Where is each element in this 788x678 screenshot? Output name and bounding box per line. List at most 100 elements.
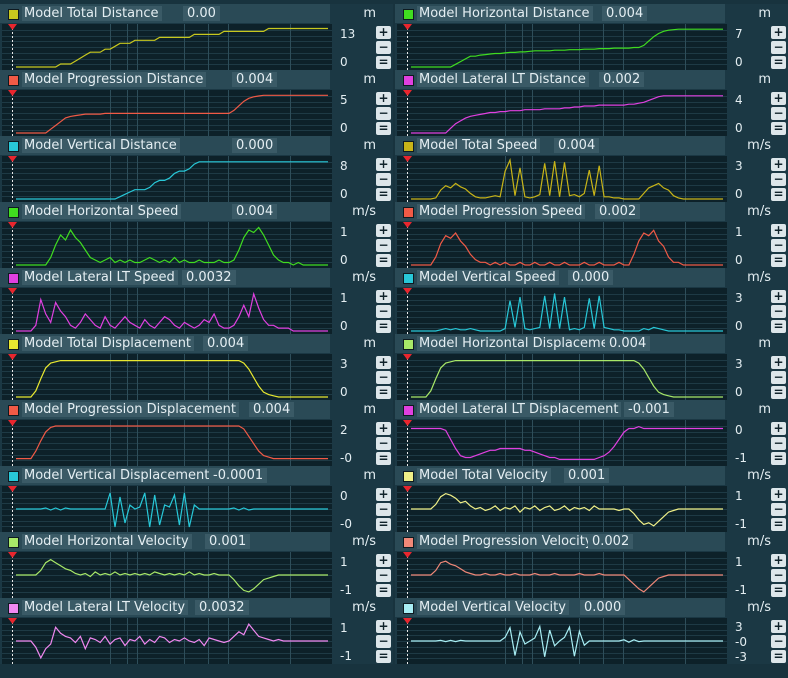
time-cursor-marker-icon[interactable] (403, 420, 412, 426)
fit-scale-button[interactable]: = (771, 254, 786, 267)
time-cursor-marker-icon[interactable] (403, 24, 412, 30)
time-cursor-marker-icon[interactable] (403, 222, 412, 228)
zoom-out-button[interactable]: − (376, 41, 391, 54)
plot-area[interactable] (397, 420, 727, 466)
zoom-in-button[interactable]: + (376, 356, 391, 369)
fit-scale-button[interactable]: = (771, 56, 786, 69)
zoom-in-button[interactable]: + (376, 488, 391, 501)
zoom-out-button[interactable]: − (376, 437, 391, 450)
zoom-out-button[interactable]: − (771, 239, 786, 252)
fit-scale-button[interactable]: = (771, 122, 786, 135)
fit-scale-button[interactable]: = (376, 254, 391, 267)
plot-area[interactable] (397, 618, 727, 664)
time-cursor-marker-icon[interactable] (403, 552, 412, 558)
zoom-out-button[interactable]: − (376, 371, 391, 384)
zoom-out-button[interactable]: − (771, 371, 786, 384)
zoom-in-button[interactable]: + (771, 92, 786, 105)
zoom-out-button[interactable]: − (771, 107, 786, 120)
salmon-square-icon[interactable] (403, 537, 414, 548)
fit-scale-button[interactable]: = (771, 386, 786, 399)
plot-area[interactable] (2, 90, 332, 136)
fit-scale-button[interactable]: = (771, 188, 786, 201)
zoom-in-button[interactable]: + (376, 290, 391, 303)
plot-area[interactable] (397, 288, 727, 334)
magenta-square-icon[interactable] (8, 273, 19, 284)
zoom-out-button[interactable]: − (376, 503, 391, 516)
time-cursor-marker-icon[interactable] (8, 354, 17, 360)
zoom-in-button[interactable]: + (771, 554, 786, 567)
zoom-in-button[interactable]: + (771, 620, 786, 633)
zoom-out-button[interactable]: − (771, 305, 786, 318)
zoom-out-button[interactable]: − (771, 503, 786, 516)
zoom-out-button[interactable]: − (771, 635, 786, 648)
time-cursor-marker-icon[interactable] (403, 486, 412, 492)
zoom-out-button[interactable]: − (771, 569, 786, 582)
lightcyan-square-icon[interactable] (403, 603, 414, 614)
fit-scale-button[interactable]: = (376, 650, 391, 663)
fit-scale-button[interactable]: = (376, 452, 391, 465)
fit-scale-button[interactable]: = (376, 518, 391, 531)
fit-scale-button[interactable]: = (376, 584, 391, 597)
plot-area[interactable] (2, 486, 332, 532)
plot-area[interactable] (397, 90, 727, 136)
plot-area[interactable] (2, 156, 332, 202)
zoom-in-button[interactable]: + (771, 290, 786, 303)
plot-area[interactable] (397, 222, 727, 268)
zoom-in-button[interactable]: + (771, 26, 786, 39)
zoom-out-button[interactable]: − (771, 41, 786, 54)
plot-area[interactable] (397, 24, 727, 70)
zoom-in-button[interactable]: + (376, 422, 391, 435)
lightgreen-square-icon[interactable] (403, 339, 414, 350)
time-cursor-marker-icon[interactable] (8, 90, 17, 96)
fit-scale-button[interactable]: = (771, 518, 786, 531)
lightyellow-square-icon[interactable] (403, 471, 414, 482)
time-cursor-marker-icon[interactable] (403, 618, 412, 624)
fit-scale-button[interactable]: = (771, 452, 786, 465)
time-cursor-marker-icon[interactable] (403, 354, 412, 360)
green-square-icon[interactable] (8, 207, 19, 218)
plot-area[interactable] (2, 24, 332, 70)
zoom-in-button[interactable]: + (376, 224, 391, 237)
time-cursor-marker-icon[interactable] (8, 486, 17, 492)
yellow-square-icon[interactable] (8, 9, 19, 20)
zoom-in-button[interactable]: + (771, 224, 786, 237)
magenta-square-icon[interactable] (403, 75, 414, 86)
zoom-in-button[interactable]: + (771, 356, 786, 369)
zoom-in-button[interactable]: + (771, 488, 786, 501)
zoom-in-button[interactable]: + (376, 92, 391, 105)
plot-area[interactable] (2, 354, 332, 400)
time-cursor-marker-icon[interactable] (403, 90, 412, 96)
zoom-out-button[interactable]: − (376, 305, 391, 318)
olive-square-icon[interactable] (403, 141, 414, 152)
fit-scale-button[interactable]: = (376, 122, 391, 135)
zoom-out-button[interactable]: − (376, 569, 391, 582)
zoom-out-button[interactable]: − (376, 239, 391, 252)
cyan-square-icon[interactable] (8, 141, 19, 152)
zoom-in-button[interactable]: + (376, 26, 391, 39)
zoom-out-button[interactable]: − (771, 437, 786, 450)
plot-area[interactable] (397, 354, 727, 400)
time-cursor-marker-icon[interactable] (8, 24, 17, 30)
fit-scale-button[interactable]: = (376, 320, 391, 333)
plot-area[interactable] (397, 552, 727, 598)
plot-area[interactable] (397, 486, 727, 532)
fit-scale-button[interactable]: = (771, 584, 786, 597)
zoom-out-button[interactable]: − (376, 635, 391, 648)
pink-square-icon[interactable] (8, 603, 19, 614)
time-cursor-marker-icon[interactable] (8, 156, 17, 162)
zoom-in-button[interactable]: + (376, 620, 391, 633)
green-square-icon[interactable] (403, 9, 414, 20)
time-cursor-marker-icon[interactable] (8, 618, 17, 624)
cyan-square-icon[interactable] (403, 273, 414, 284)
zoom-in-button[interactable]: + (376, 158, 391, 171)
plot-area[interactable] (397, 156, 727, 202)
zoom-out-button[interactable]: − (376, 173, 391, 186)
time-cursor-marker-icon[interactable] (8, 288, 17, 294)
fit-scale-button[interactable]: = (376, 56, 391, 69)
plot-area[interactable] (2, 222, 332, 268)
red-square-icon[interactable] (8, 405, 19, 416)
magenta-square-icon[interactable] (403, 405, 414, 416)
plot-area[interactable] (2, 552, 332, 598)
red-square-icon[interactable] (8, 75, 19, 86)
fit-scale-button[interactable]: = (771, 650, 786, 663)
